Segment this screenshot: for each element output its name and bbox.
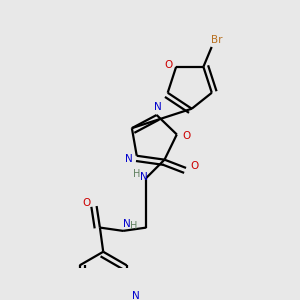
Text: N: N [132,291,140,300]
Text: O: O [165,60,173,70]
Text: N: N [124,154,132,164]
Text: O: O [82,198,91,208]
Text: O: O [190,161,199,171]
Text: H: H [130,221,138,231]
Text: N: N [154,102,162,112]
Text: N: N [140,172,148,182]
Text: H: H [133,169,140,179]
Text: O: O [182,131,190,141]
Text: N: N [122,219,130,229]
Text: Br: Br [211,35,222,45]
